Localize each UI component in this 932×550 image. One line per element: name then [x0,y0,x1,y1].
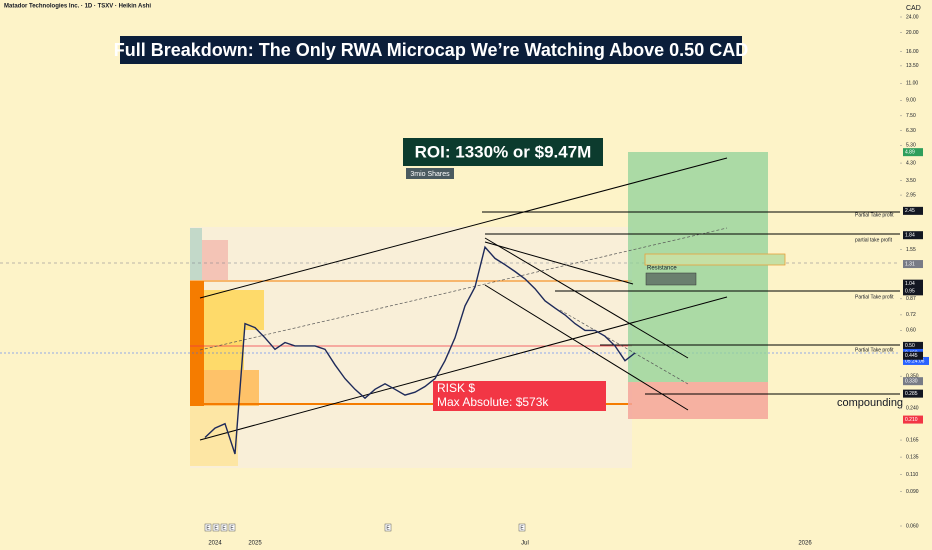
take-profit-label: Partial Take profit [855,212,894,218]
price-label-box [903,231,923,240]
trend-lines [199,157,900,441]
risk: RISK $ [437,381,475,395]
event-box [384,523,392,532]
x-tick-label: 2026 [798,541,812,547]
banner: Full Breakdown: The Only RWA Microcap We… [114,40,748,60]
mid-line [199,227,728,351]
event-box [518,523,526,532]
price-label: 0.50 [905,343,915,349]
risk-max: Max Absolute: $573k [437,395,549,409]
y-tick-label: 3.50 [906,178,916,184]
price-label-box [903,260,923,269]
event-marker: E [386,525,390,531]
event-box [228,523,236,532]
risk-box [433,381,606,411]
y-tick-label: 0.165 [906,437,919,443]
y-tick-label: 0.87 [906,296,916,302]
price-label-box [903,415,923,424]
y-tick-label: 9.00 [906,98,916,104]
y-tick-label: 0.060 [906,523,919,529]
y-tick-label: 0.135 [906,454,919,460]
roi-box [403,138,603,166]
price-label-box [903,279,923,288]
price-label: 0.285 [905,391,918,397]
shares-box [406,168,454,179]
y-tick-label: 16.00 [906,49,919,55]
roi: ROI: 1330% or $9.47M [415,142,592,161]
price-label-box [903,206,923,215]
event-marker: E [222,525,226,531]
y-tick-label: 0.72 [906,312,916,318]
y-tick-label: 1.55 [906,247,916,253]
y-tick-label: 20.00 [906,30,919,36]
x-tick-label: 2024 [208,541,222,547]
y-tick-label: 13.50 [906,63,919,69]
price-label-box [903,341,923,350]
price-label: 0.445 [905,353,918,359]
take-profit-label: partial take profit [855,237,893,243]
event-box [220,523,228,532]
y-tick-label: 24.00 [906,14,919,20]
countdown: 05:24:06 [905,358,925,364]
y-tick-label: 0.350 [906,374,919,380]
y-tick-label: 0.090 [906,489,919,495]
price-label: 4.89 [905,149,915,155]
y-tick-label: 0.240 [906,406,919,412]
price-label: 1.04 [905,281,915,287]
currency: CAD [906,5,921,12]
profit-zone [628,152,768,382]
y-tick-label: 7.50 [906,113,916,119]
event-marker: E [214,525,218,531]
take-profit-label: Partial Take profit [855,347,894,353]
loss-zone [628,382,768,419]
symbol-header: Matador Technologies Inc. · 1D · TSXV · … [4,4,151,10]
price-label: 1.84 [905,233,915,239]
price-label-box [903,377,923,386]
y-tick-label: 4.30 [906,160,916,166]
price-axis [900,0,932,550]
price-label: 2.45 [905,208,915,214]
price-label: 0.330 [905,379,918,385]
price-label-box [903,389,923,398]
y-tick-label: 0.60 [906,328,916,334]
event-marker: E [206,525,210,531]
event-marker: E [520,525,524,531]
x-tick-label: 2025 [248,541,262,547]
y-tick-label: 6.30 [906,128,916,134]
y-tick-label: 11.00 [906,81,918,87]
price-label-box [903,351,923,360]
take-profit-label: Partial Take profit [855,294,894,300]
event-box [212,523,220,532]
event-box [204,523,212,532]
resistance-label: Resistance [647,266,677,272]
x-tick-label: Jul [521,541,529,547]
y-tick-label: 2.95 [906,192,916,198]
target-zone [644,253,786,266]
banner-box [120,36,742,64]
resistance-box [645,272,697,286]
price-label: 0.210 [905,417,918,423]
y-tick-label: 5.30 [906,143,916,149]
y-tick-label: 0.110 [906,472,918,478]
compounding: compounding [837,397,903,409]
price-label: 1.31 [905,261,915,267]
price-label: 0.95 [905,289,915,295]
event-marker: E [230,525,234,531]
countdown-box [903,356,929,365]
price-label-box [903,287,923,296]
shares: 3mio Shares [410,171,450,178]
price-label-box [903,148,923,157]
price-line [204,245,636,455]
